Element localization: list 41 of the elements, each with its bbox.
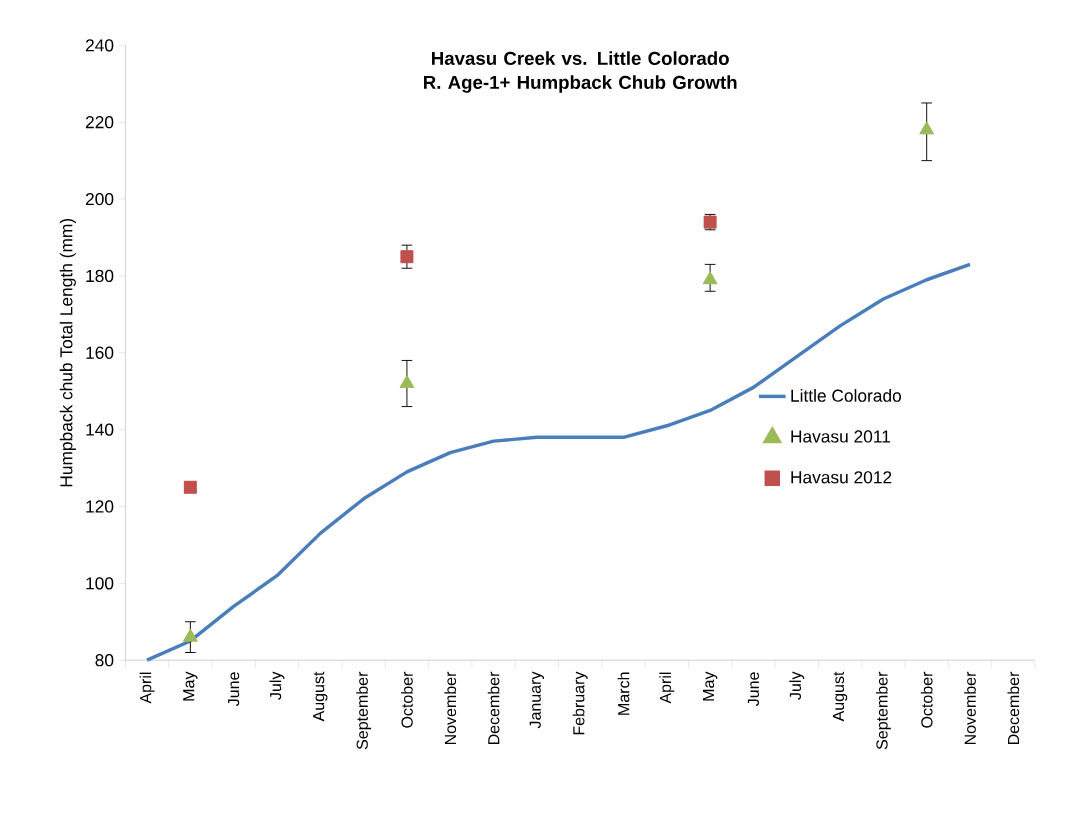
x-tick-label: October xyxy=(401,671,413,728)
point xyxy=(919,121,934,135)
legend-label: Havasu 2011 xyxy=(791,430,891,443)
y-tick-label: 140 xyxy=(86,423,114,436)
point xyxy=(184,481,197,494)
point xyxy=(400,250,414,264)
x-tick-label: November xyxy=(964,671,976,745)
text: Havasu Creek vs. Little Colorado R. Age-1+ Humpback Chub Growth xyxy=(424,51,737,93)
y-tick-label: 200 xyxy=(85,192,114,206)
x-tick-label: December xyxy=(487,671,500,745)
y-tick-label: 220 xyxy=(85,116,114,129)
point xyxy=(702,271,718,285)
x-tick-label: October xyxy=(920,671,933,728)
y-tick-label: 120 xyxy=(86,500,114,513)
x-tick-label: December xyxy=(1007,671,1020,745)
x-tick-label: September xyxy=(356,671,372,750)
x-tick-label: February xyxy=(572,671,588,735)
y-tick-label: 80 xyxy=(95,654,114,667)
x-tick-label: June xyxy=(747,672,760,707)
x-tick-label: July xyxy=(789,671,805,700)
x-tick-label: January xyxy=(529,671,545,729)
x-tick-label: May xyxy=(702,671,718,701)
x-tick-label: April xyxy=(139,672,155,704)
x-tick-label: August xyxy=(313,671,328,722)
x-tick-label: September xyxy=(875,671,891,750)
x-tick-label: June xyxy=(228,672,240,707)
x-tick-label: July xyxy=(269,671,285,700)
y-tick-label: 240 xyxy=(85,39,114,52)
y-axis-title: Humpback chub Total Length (mm) xyxy=(59,219,76,487)
y-tick-label: 100 xyxy=(86,577,114,590)
point xyxy=(399,375,415,388)
x-tick-label: March xyxy=(617,672,630,715)
x-tick-label: November xyxy=(444,671,457,745)
x-tick-label: April xyxy=(659,672,675,704)
y-tick-label: 160 xyxy=(86,346,114,359)
x-tick-label: May xyxy=(183,671,198,701)
legend-label: Little Colorado xyxy=(791,389,902,402)
point xyxy=(183,628,198,642)
legend-label: Havasu 2012 xyxy=(791,471,892,484)
x-tick-label: August xyxy=(832,671,848,722)
y-tick-label: 180 xyxy=(86,269,114,283)
